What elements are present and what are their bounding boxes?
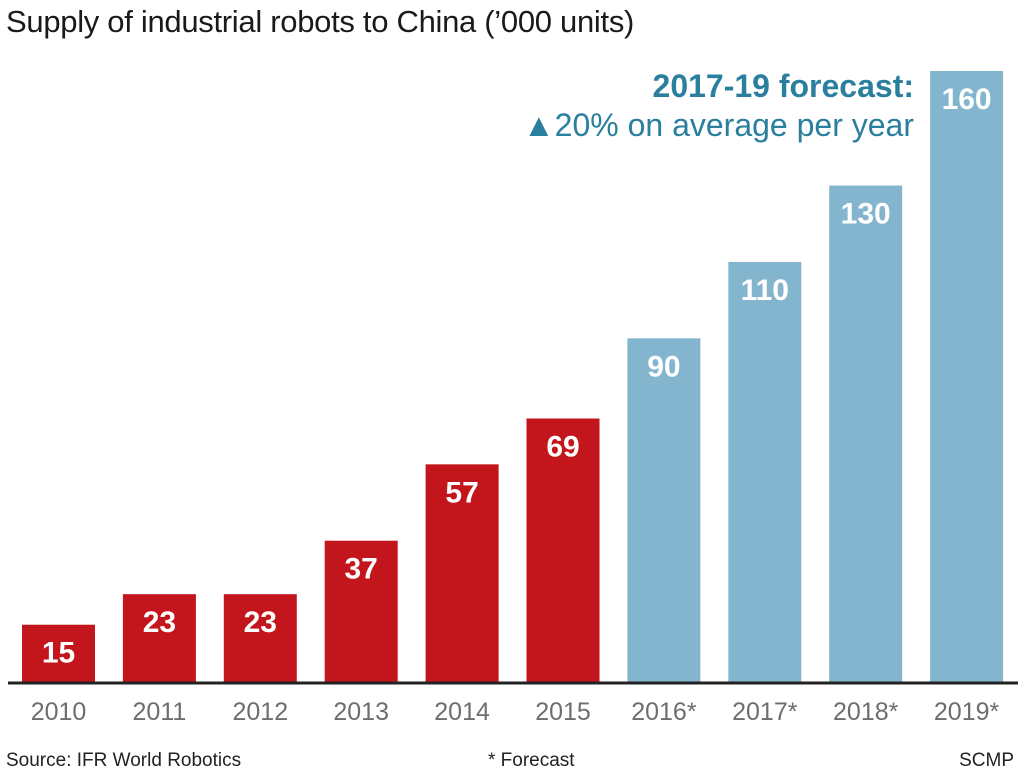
annotation-subtitle: ▲20% on average per year <box>522 107 914 143</box>
data-label: 160 <box>942 83 992 116</box>
data-label: 110 <box>741 274 789 307</box>
x-tick-label: 2015 <box>535 698 591 726</box>
data-label: 15 <box>42 637 75 670</box>
data-label: 57 <box>445 476 478 509</box>
bar-2018* <box>829 185 903 682</box>
x-tick-label: 2012 <box>232 698 288 726</box>
data-label: 23 <box>244 606 277 639</box>
bar-2019* <box>930 71 1004 682</box>
chart-title: Supply of industrial robots to China (’0… <box>6 4 635 39</box>
data-label: 130 <box>841 198 891 231</box>
credit: SCMP <box>959 750 1014 771</box>
annotation-title: 2017-19 forecast: <box>652 68 914 104</box>
x-tick-label: 2016* <box>631 698 697 726</box>
bar-2014 <box>425 464 499 682</box>
x-tick-label: 2018* <box>833 698 899 726</box>
x-tick-label: 2011 <box>133 698 187 726</box>
bar-2015 <box>526 418 600 682</box>
bar-2017* <box>728 261 802 682</box>
x-tick-label: 2019* <box>934 698 1000 726</box>
data-label: 90 <box>647 350 680 383</box>
x-tick-label: 2013 <box>333 698 389 726</box>
x-tick-label: 2014 <box>434 698 490 726</box>
data-label: 37 <box>345 553 378 586</box>
bar-2013 <box>324 540 398 682</box>
x-tick-label: 2010 <box>31 698 87 726</box>
forecast-annotation: 2017-19 forecast: ▲20% on average per ye… <box>523 68 914 144</box>
x-tick-label: 2017* <box>732 698 798 726</box>
forecast-note: * Forecast <box>488 750 575 771</box>
bar-2012 <box>223 594 297 682</box>
data-label: 23 <box>143 606 176 639</box>
bar-2010 <box>22 624 95 682</box>
data-label: 69 <box>546 431 579 464</box>
source-note: Source: IFR World Robotics <box>6 750 242 771</box>
bar-2016* <box>627 338 701 682</box>
bar-2011 <box>122 594 196 682</box>
